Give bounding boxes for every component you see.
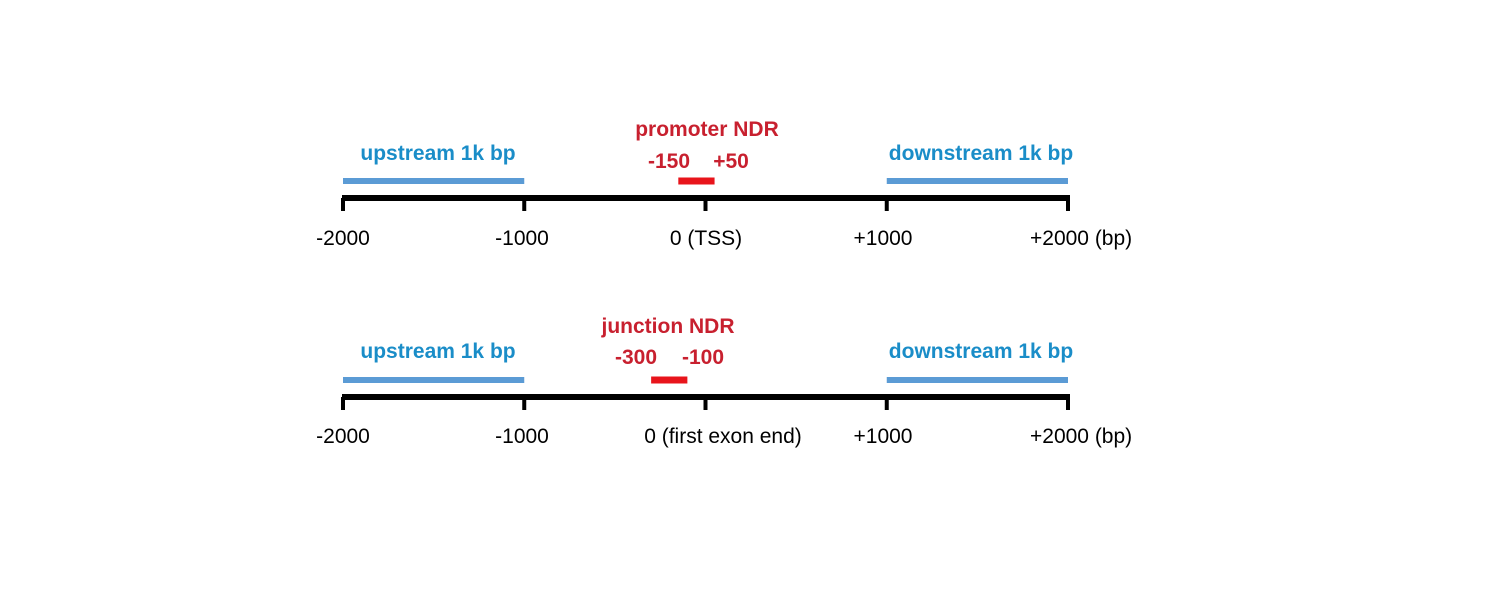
upstream-label: upstream 1k bp (360, 142, 515, 165)
tick-label: 0 (first exon end) (644, 425, 802, 448)
ndr-end-label: -100 (682, 346, 724, 369)
tick-label: +1000 (854, 425, 913, 448)
panel-promoter: upstream 1k bp downstream 1k bp promoter… (316, 118, 1132, 250)
downstream-label: downstream 1k bp (889, 142, 1073, 165)
tick-label: -2000 (316, 425, 370, 448)
panel-junction: upstream 1k bp downstream 1k bp junction… (316, 315, 1132, 448)
tick-label: +2000 (bp) (1030, 227, 1132, 250)
ndr-title: junction NDR (601, 315, 735, 338)
ndr-title: promoter NDR (635, 118, 779, 141)
tick-label: -2000 (316, 227, 370, 250)
ndr-end-label: +50 (713, 150, 749, 173)
axis-ticks (341, 198, 1070, 211)
tick-label: +1000 (854, 227, 913, 250)
upstream-label: upstream 1k bp (360, 340, 515, 363)
tick-label: 0 (TSS) (670, 227, 742, 250)
tick-label: -1000 (495, 227, 549, 250)
axis-ticks (341, 397, 1070, 410)
tick-label: -1000 (495, 425, 549, 448)
ndr-start-label: -150 (648, 150, 690, 173)
tick-label: +2000 (bp) (1030, 425, 1132, 448)
ndr-start-label: -300 (615, 346, 657, 369)
downstream-label: downstream 1k bp (889, 340, 1073, 363)
